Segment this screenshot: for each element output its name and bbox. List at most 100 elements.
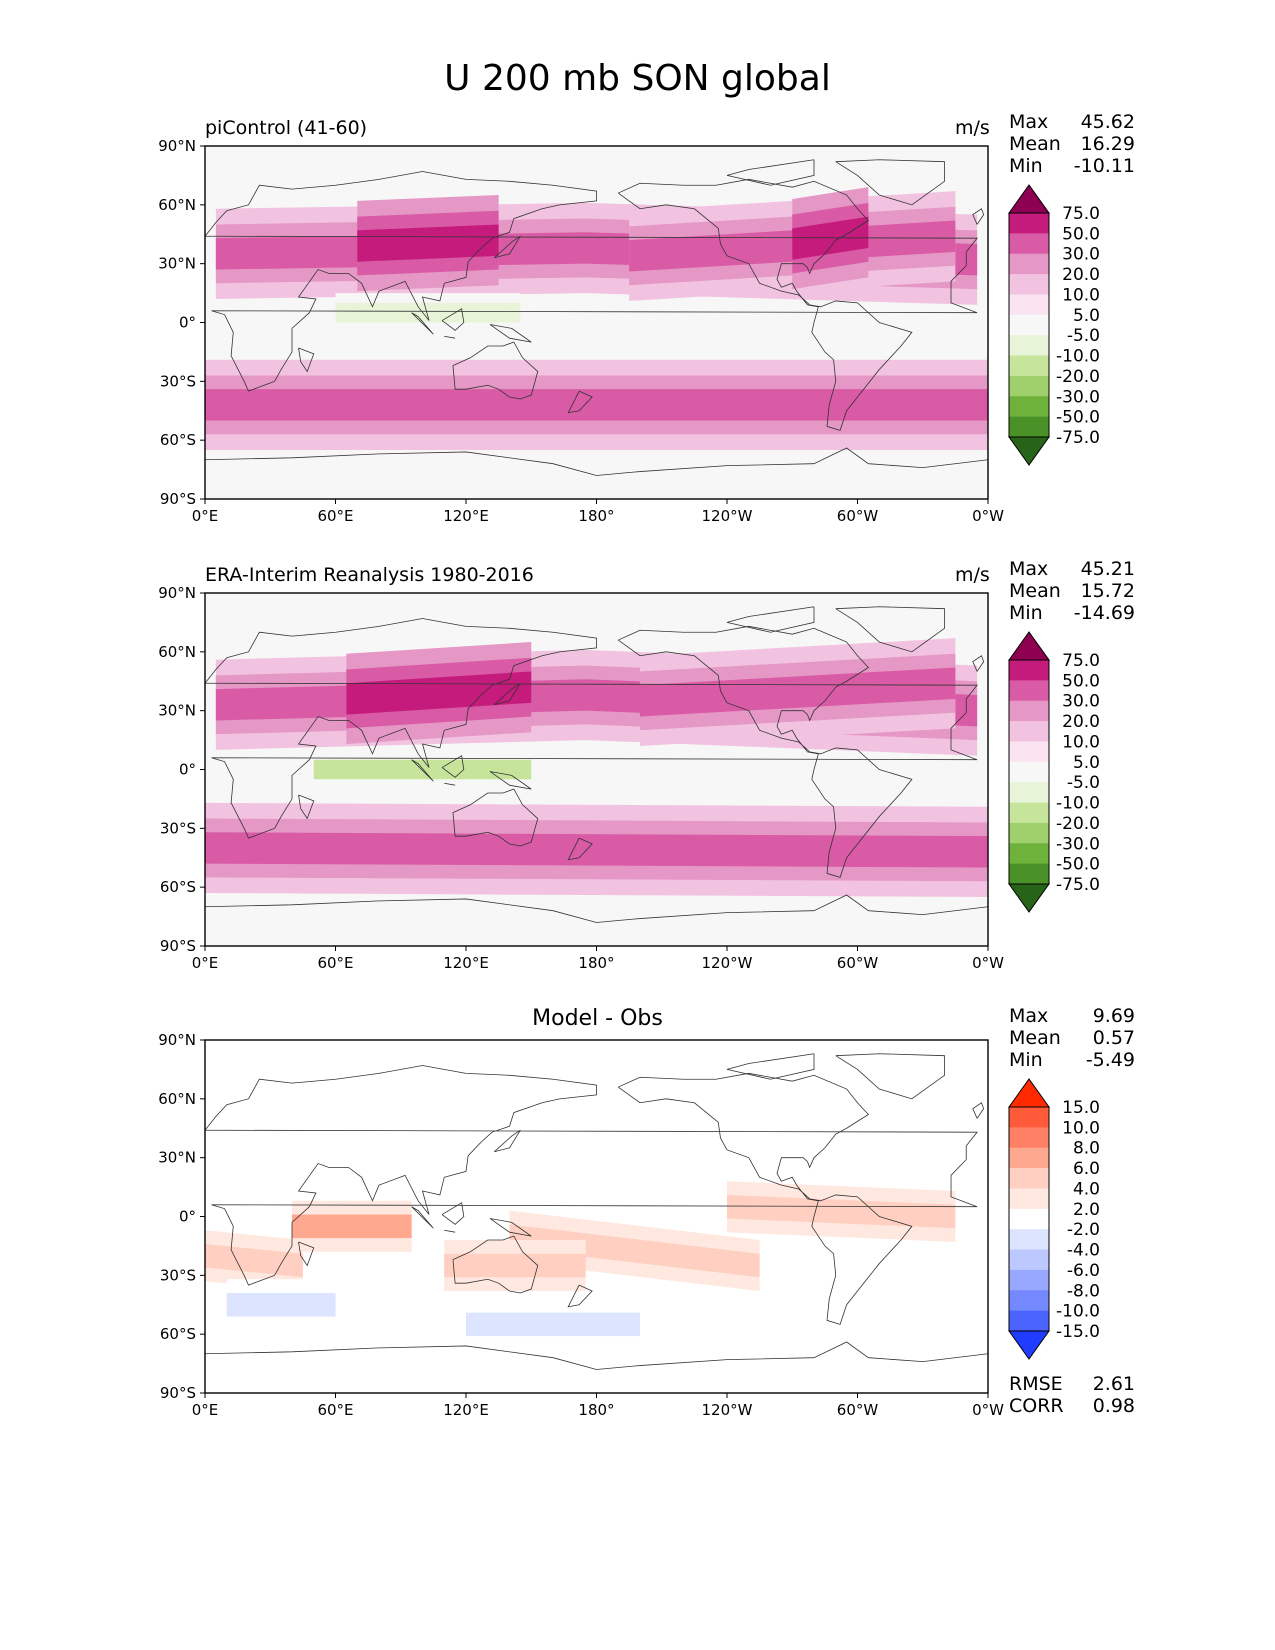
lat-tick-label: 90°S <box>160 1384 196 1402</box>
colorbar-segment <box>1009 843 1049 865</box>
lat-tick-label: 90°N <box>158 584 196 602</box>
stat-mean-value: 15.72 <box>1080 580 1135 602</box>
contour-band <box>466 1312 640 1337</box>
coastline <box>726 606 815 633</box>
panel-1-title: piControl (41-60) <box>205 117 368 139</box>
colorbar-segment <box>1009 233 1049 255</box>
coastline <box>441 308 465 331</box>
stat-max-label: Max <box>1009 111 1049 133</box>
lat-tick-label: 60°S <box>160 878 196 896</box>
panel-3-colorbar: 15.010.08.06.04.02.0-2.0-4.0-6.0-8.0-10.… <box>1008 1078 1100 1360</box>
panel-2-map: 90°N 60°N 30°N 0° 30°S 60°S 90°S0°E 60°E 120°E 18… <box>158 584 1004 972</box>
colorbar-segment <box>1009 1269 1049 1291</box>
panel-2-title: ERA-Interim Reanalysis 1980-2016 <box>205 564 534 586</box>
coastline <box>567 837 593 861</box>
coastlines <box>205 1053 988 1370</box>
colorbar-tick-label: 20.0 <box>1062 265 1100 285</box>
contour-band <box>444 1253 586 1278</box>
coastline <box>489 324 532 343</box>
panel-3-stats: Max 9.69 Mean 0.57 Min -5.49 <box>1009 1005 1135 1071</box>
stat-min-label: Min <box>1009 1049 1043 1071</box>
colorbar-segment <box>1009 1208 1049 1230</box>
stat-min-value: -10.11 <box>1073 155 1135 177</box>
coastlines <box>205 606 988 923</box>
lat-tick-label: 60°S <box>160 431 196 449</box>
colorbar-tick-label: -75.0 <box>1056 428 1100 448</box>
field-easterly <box>335 293 521 333</box>
colorbar-tick-label: -8.0 <box>1067 1281 1100 1301</box>
colorbar-segment <box>1009 314 1049 336</box>
figure-title: U 200 mb SON global <box>444 58 831 99</box>
lon-tick-label: 120°E <box>443 1401 489 1419</box>
contour-band <box>531 1169 706 1193</box>
colorbar-extend-min <box>1008 883 1050 913</box>
panel-3-title: Model - Obs <box>532 1006 663 1031</box>
coastline <box>298 794 315 820</box>
colorbar-tick-label: -5.0 <box>1067 326 1100 346</box>
coastline <box>567 1284 593 1308</box>
coastline <box>726 159 815 186</box>
colorbar-segment <box>1009 1310 1049 1332</box>
colorbar-segment <box>1009 1188 1049 1210</box>
coastline <box>835 159 945 206</box>
colorbar-tick-label: 75.0 <box>1062 651 1100 671</box>
lat-tick-label: 0° <box>179 761 196 779</box>
field-negative <box>226 1279 336 1331</box>
panel-1-map: 90°N 60°N 30°N 0° 30°S 60°S 90°S0°E 60°E 120°E 18… <box>158 137 1004 525</box>
coastline <box>452 788 539 847</box>
stat-max-label: Max <box>1009 558 1049 580</box>
colorbar-extend-max <box>1008 184 1050 214</box>
lon-tick-label: 120°E <box>443 507 489 525</box>
panel-3-map: 90°N 60°N 30°N 0° 30°S 60°S 90°S0°E 60°E 120°E 18… <box>158 1031 1004 1419</box>
coastline <box>494 235 521 259</box>
lat-tick-label: 30°S <box>160 819 196 837</box>
contour-band <box>346 671 532 715</box>
lat-tick-label: 90°S <box>160 937 196 955</box>
stat-mean-label: Mean <box>1009 1027 1061 1049</box>
contour-band <box>205 389 988 421</box>
lon-tick-label: 120°W <box>702 1401 753 1419</box>
colorbar-tick-label: -30.0 <box>1056 387 1100 407</box>
contour-band <box>640 667 956 717</box>
colorbar-segment <box>1009 1147 1049 1169</box>
panel-1-stats: Max 45.62 Mean 16.29 Min -10.11 <box>1009 111 1135 177</box>
coastline <box>972 655 985 672</box>
colorbar-tick-label: 10.0 <box>1062 285 1100 305</box>
colorbar-tick-label: -15.0 <box>1056 1322 1100 1342</box>
contour-band <box>313 759 532 780</box>
lon-tick-label: 0°W <box>972 507 1004 525</box>
coastline <box>298 1241 315 1267</box>
coastline <box>298 347 315 373</box>
lat-tick-label: 60°N <box>158 643 196 661</box>
colorbar-segment <box>1009 1168 1049 1189</box>
colorbar-segment <box>1009 863 1049 885</box>
stat-min-value: -5.49 <box>1085 1049 1135 1071</box>
colorbar-tick-label: 5.0 <box>1073 306 1100 326</box>
colorbar-segment <box>1009 274 1049 295</box>
field-easterly <box>313 749 532 790</box>
coastline <box>205 894 988 923</box>
field-positive <box>509 1210 760 1292</box>
polar-band <box>205 146 988 166</box>
lon-tick-label: 60°W <box>837 507 879 525</box>
colorbar-extend-max <box>1008 1078 1050 1108</box>
colorbar-extend-min <box>1008 436 1050 466</box>
colorbar-extend-max <box>1008 631 1050 661</box>
coastline <box>835 1053 945 1100</box>
stat-mean-value: 0.57 <box>1092 1027 1135 1049</box>
stat-min-label: Min <box>1009 602 1043 624</box>
coastline <box>618 178 913 431</box>
colorbar-segment <box>1009 782 1049 804</box>
colorbar-extend-min <box>1008 1330 1050 1360</box>
lon-tick-label: 60°W <box>837 954 879 972</box>
field-negative <box>531 1155 706 1207</box>
lat-tick-label: 60°N <box>158 1090 196 1108</box>
colorbar-tick-label: -50.0 <box>1056 855 1100 875</box>
panel-1-units: m/s <box>955 117 990 139</box>
panel-1-colorbar: 75.050.030.020.010.05.0-5.0-10.0-20.0-30… <box>1008 184 1100 466</box>
colorbar-tick-label: 10.0 <box>1062 732 1100 752</box>
colorbar-tick-label: -10.0 <box>1056 794 1100 814</box>
field-jet <box>357 195 499 292</box>
coastline <box>972 1102 985 1119</box>
polar-band <box>205 475 988 499</box>
